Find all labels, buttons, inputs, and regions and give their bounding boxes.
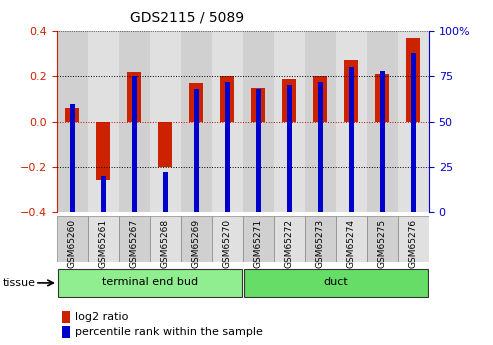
Bar bbox=[65, 108, 79, 122]
Bar bbox=[150, 31, 181, 212]
Bar bbox=[119, 216, 150, 262]
Text: GSM65275: GSM65275 bbox=[378, 219, 387, 268]
Text: GSM65267: GSM65267 bbox=[130, 219, 139, 268]
Bar bbox=[274, 216, 305, 262]
Bar bbox=[132, 76, 137, 212]
Bar bbox=[163, 172, 168, 212]
Bar bbox=[336, 31, 367, 212]
Bar bbox=[127, 72, 141, 122]
Bar bbox=[287, 85, 292, 212]
Text: GSM65261: GSM65261 bbox=[99, 219, 108, 268]
Bar bbox=[398, 31, 429, 212]
Text: GSM65268: GSM65268 bbox=[161, 219, 170, 268]
Bar bbox=[70, 104, 74, 212]
Bar bbox=[305, 216, 336, 262]
Bar bbox=[345, 60, 358, 122]
Bar bbox=[318, 82, 323, 212]
Bar bbox=[256, 89, 261, 212]
Bar bbox=[305, 31, 336, 212]
Bar bbox=[243, 216, 274, 262]
Bar bbox=[314, 76, 327, 122]
Bar bbox=[375, 74, 389, 122]
Bar bbox=[411, 53, 416, 212]
Text: GSM65260: GSM65260 bbox=[68, 219, 77, 268]
Bar bbox=[189, 83, 203, 122]
Bar bbox=[349, 67, 353, 212]
Bar bbox=[101, 176, 106, 212]
Bar bbox=[251, 88, 265, 122]
Bar bbox=[194, 89, 199, 212]
Bar bbox=[57, 216, 88, 262]
Bar bbox=[88, 216, 119, 262]
Bar bbox=[282, 79, 296, 122]
Text: terminal end bud: terminal end bud bbox=[102, 277, 198, 287]
Text: GDS2115 / 5089: GDS2115 / 5089 bbox=[130, 10, 244, 24]
Text: percentile rank within the sample: percentile rank within the sample bbox=[75, 327, 263, 337]
FancyBboxPatch shape bbox=[58, 269, 242, 297]
Text: GSM65269: GSM65269 bbox=[192, 219, 201, 268]
Bar bbox=[119, 31, 150, 212]
Bar bbox=[88, 31, 119, 212]
Bar bbox=[367, 31, 398, 212]
Bar bbox=[158, 122, 172, 167]
Bar bbox=[380, 71, 385, 212]
Bar bbox=[212, 31, 243, 212]
Bar bbox=[367, 216, 398, 262]
Bar bbox=[212, 216, 243, 262]
Bar bbox=[274, 31, 305, 212]
Bar bbox=[243, 31, 274, 212]
Text: duct: duct bbox=[323, 277, 348, 287]
Bar bbox=[57, 31, 88, 212]
Bar bbox=[406, 38, 421, 122]
Bar bbox=[220, 76, 234, 122]
Bar bbox=[336, 216, 367, 262]
Bar bbox=[150, 216, 181, 262]
Text: GSM65274: GSM65274 bbox=[347, 219, 356, 268]
Bar bbox=[181, 31, 212, 212]
Bar bbox=[225, 82, 230, 212]
Text: GSM65270: GSM65270 bbox=[223, 219, 232, 268]
Bar bbox=[398, 216, 429, 262]
Text: log2 ratio: log2 ratio bbox=[75, 312, 129, 322]
FancyBboxPatch shape bbox=[244, 269, 427, 297]
Text: GSM65276: GSM65276 bbox=[409, 219, 418, 268]
Text: GSM65272: GSM65272 bbox=[285, 219, 294, 268]
Text: GSM65273: GSM65273 bbox=[316, 219, 325, 268]
Text: tissue: tissue bbox=[2, 278, 35, 288]
Text: GSM65271: GSM65271 bbox=[254, 219, 263, 268]
Bar bbox=[96, 122, 110, 180]
Bar bbox=[181, 216, 212, 262]
